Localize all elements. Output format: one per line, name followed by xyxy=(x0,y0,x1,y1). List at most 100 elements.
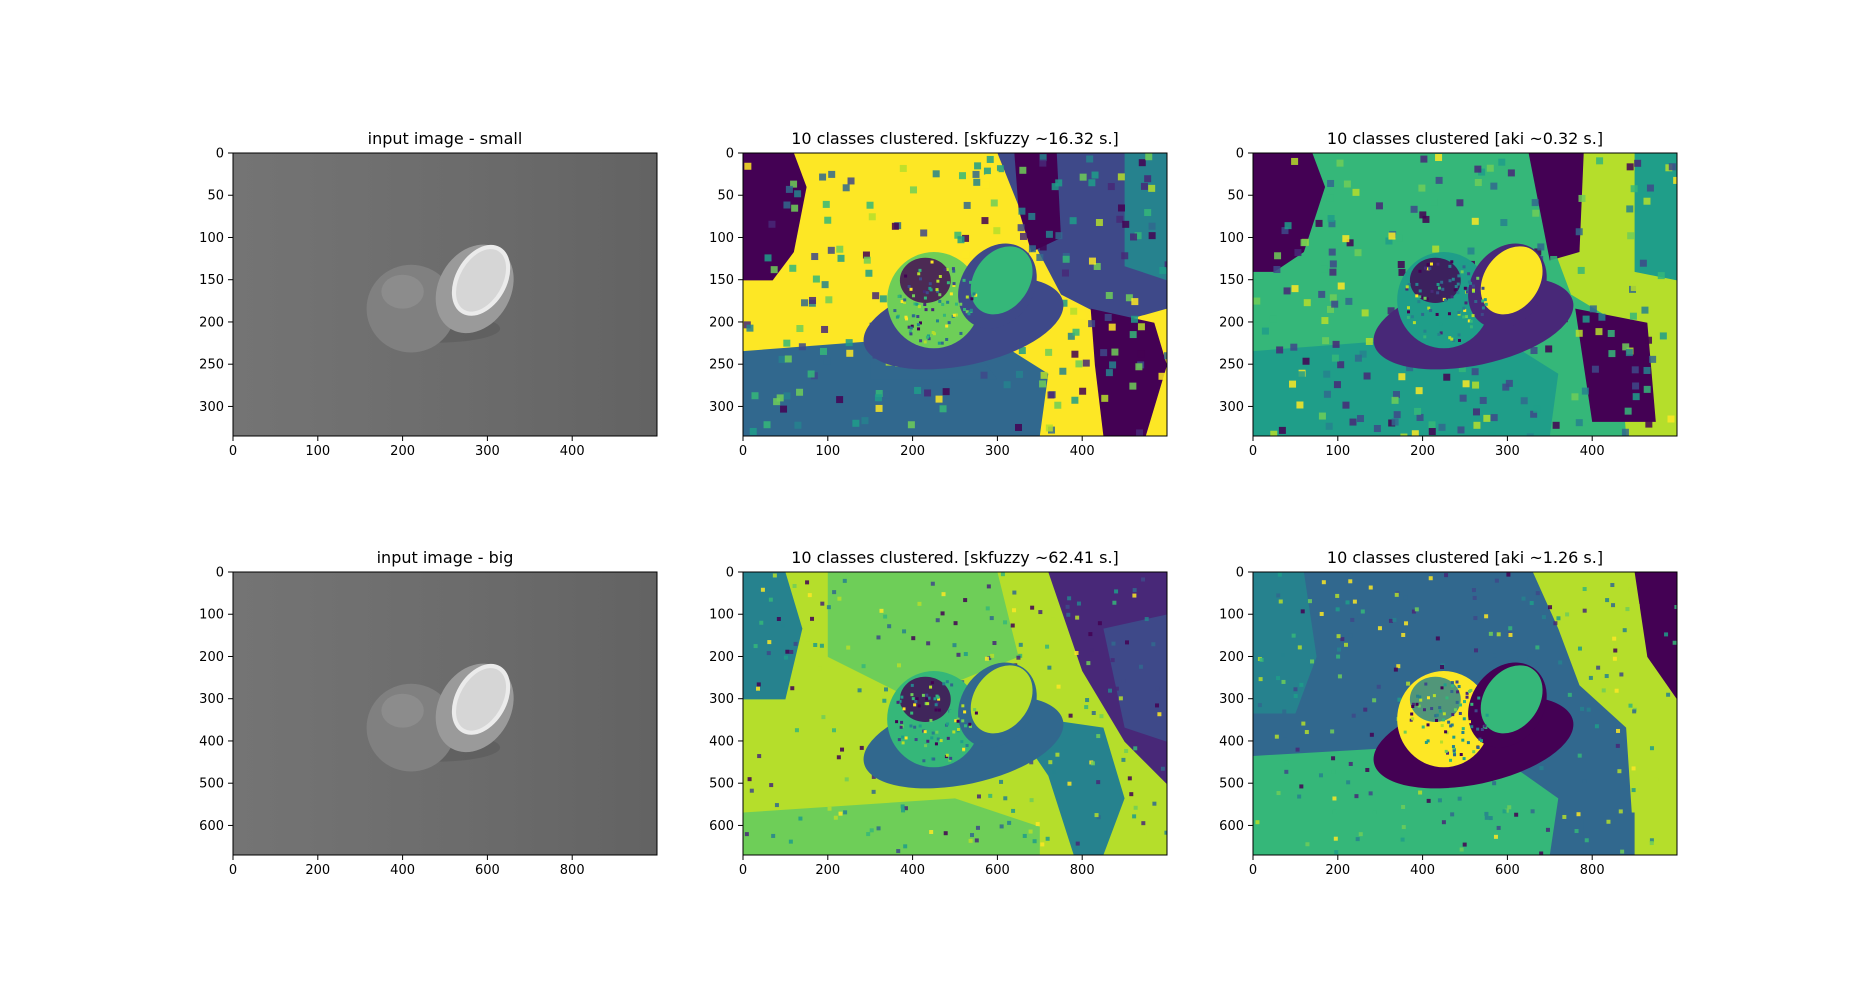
x-tick-label: 0 xyxy=(1249,444,1257,459)
x-tick-label: 200 xyxy=(900,444,925,459)
cluster-region xyxy=(1634,572,1677,700)
subplot-title: 10 classes clustered. [skfuzzy ~62.41 s.… xyxy=(791,548,1119,567)
x-tick-label: 400 xyxy=(900,863,925,878)
y-tick-label: 500 xyxy=(1219,777,1244,792)
y-tick-label: 200 xyxy=(1219,315,1244,330)
y-tick-label: 300 xyxy=(199,692,224,707)
y-tick-label: 300 xyxy=(709,400,734,415)
subplot-5: 0 200 400 600 800 0 100 200 300 400 500 600 10 class… xyxy=(709,548,1168,878)
subplot-title: 10 classes clustered. [skfuzzy ~16.32 s.… xyxy=(791,129,1119,148)
subplot-6: 0 200 400 600 800 0 100 200 300 400 500 600 10 class… xyxy=(1219,548,1678,878)
y-tick-label: 300 xyxy=(709,692,734,707)
y-tick-label: 600 xyxy=(199,819,224,834)
subplot-title: 10 classes clustered [aki ~0.32 s.] xyxy=(1327,129,1603,148)
subplot-3: 0 100 200 300 400 0 50 100 150 200 250 300 10 classe… xyxy=(1219,129,1678,459)
x-tick-label: 300 xyxy=(985,444,1010,459)
cluster-region xyxy=(1528,153,1584,261)
cluster-region xyxy=(1014,153,1061,253)
axes-frame xyxy=(742,152,1168,437)
x-tick-label: 600 xyxy=(985,863,1010,878)
y-tick-label: 150 xyxy=(199,273,224,288)
subplot-2: 0 100 200 300 400 0 50 100 150 200 250 300 10 classe… xyxy=(709,129,1168,459)
y-tick-label: 100 xyxy=(1219,608,1244,623)
x-tick-label: 100 xyxy=(305,444,330,459)
x-tick-label: 0 xyxy=(739,444,747,459)
cluster-map xyxy=(1253,572,1677,855)
subplot-title: input image - big xyxy=(377,548,514,567)
x-tick-label: 0 xyxy=(1249,863,1257,878)
x-tick-label: 0 xyxy=(229,444,237,459)
x-tick-label: 400 xyxy=(390,863,415,878)
axes-frame xyxy=(232,152,658,437)
grayscale-image xyxy=(233,572,657,855)
x-tick-label: 200 xyxy=(1325,863,1350,878)
y-tick-label: 0 xyxy=(726,566,734,581)
y-tick-label: 400 xyxy=(199,734,224,749)
y-tick-label: 100 xyxy=(709,231,734,246)
cluster-region xyxy=(743,798,1040,855)
subplot-4: 0 200 400 600 800 0 100 200 300 400 500 600 input im… xyxy=(199,548,658,878)
subplot-title: input image - small xyxy=(368,129,523,148)
cluster-map xyxy=(1253,153,1677,436)
y-tick-label: 400 xyxy=(709,734,734,749)
x-tick-label: 400 xyxy=(560,444,585,459)
y-tick-label: 200 xyxy=(1219,650,1244,665)
y-tick-label: 250 xyxy=(1219,358,1244,373)
y-tick-label: 200 xyxy=(199,650,224,665)
cluster-region xyxy=(827,572,1019,700)
y-tick-label: 100 xyxy=(709,608,734,623)
x-tick-label: 600 xyxy=(475,863,500,878)
x-tick-label: 400 xyxy=(1580,444,1605,459)
y-tick-label: 0 xyxy=(216,147,224,162)
y-tick-label: 0 xyxy=(1236,566,1244,581)
y-tick-label: 100 xyxy=(199,608,224,623)
y-tick-label: 600 xyxy=(1219,819,1244,834)
x-tick-label: 800 xyxy=(560,863,585,878)
cluster-region xyxy=(1532,572,1677,855)
x-tick-label: 0 xyxy=(229,863,237,878)
y-tick-label: 400 xyxy=(1219,734,1244,749)
x-tick-label: 200 xyxy=(815,863,840,878)
y-tick-label: 300 xyxy=(1219,400,1244,415)
cluster-region xyxy=(743,572,803,700)
y-tick-label: 300 xyxy=(1219,692,1244,707)
x-tick-label: 200 xyxy=(1410,444,1435,459)
x-tick-label: 400 xyxy=(1070,444,1095,459)
y-tick-label: 600 xyxy=(709,819,734,834)
y-tick-label: 250 xyxy=(199,358,224,373)
grayscale-image xyxy=(233,153,657,436)
subplot-1: 0 100 200 300 400 0 50 100 150 200 250 300 input ima… xyxy=(199,129,658,459)
y-tick-label: 500 xyxy=(709,777,734,792)
axes-frame xyxy=(742,571,1168,856)
axes-frame xyxy=(232,571,658,856)
y-tick-label: 100 xyxy=(1219,231,1244,246)
x-tick-label: 400 xyxy=(1410,863,1435,878)
cluster-region xyxy=(1634,153,1677,281)
x-tick-label: 100 xyxy=(815,444,840,459)
x-tick-label: 300 xyxy=(475,444,500,459)
y-tick-label: 200 xyxy=(709,650,734,665)
y-tick-label: 0 xyxy=(216,566,224,581)
cluster-region xyxy=(1583,812,1635,855)
x-tick-label: 100 xyxy=(1325,444,1350,459)
x-tick-label: 600 xyxy=(1495,863,1520,878)
y-tick-label: 500 xyxy=(199,777,224,792)
y-tick-label: 250 xyxy=(709,358,734,373)
y-tick-label: 150 xyxy=(709,273,734,288)
cluster-region xyxy=(1124,153,1167,281)
axes-frame xyxy=(1252,571,1678,856)
x-tick-label: 200 xyxy=(390,444,415,459)
y-tick-label: 0 xyxy=(1236,147,1244,162)
y-tick-label: 50 xyxy=(717,189,734,204)
x-tick-label: 800 xyxy=(1070,863,1095,878)
y-tick-label: 300 xyxy=(199,400,224,415)
axes-frame xyxy=(1252,152,1678,437)
x-tick-label: 0 xyxy=(739,863,747,878)
x-tick-label: 800 xyxy=(1580,863,1605,878)
y-tick-label: 150 xyxy=(1219,273,1244,288)
cluster-region xyxy=(1090,308,1167,436)
y-tick-label: 0 xyxy=(726,147,734,162)
y-tick-label: 50 xyxy=(1227,189,1244,204)
subplot-title: 10 classes clustered [aki ~1.26 s.] xyxy=(1327,548,1603,567)
